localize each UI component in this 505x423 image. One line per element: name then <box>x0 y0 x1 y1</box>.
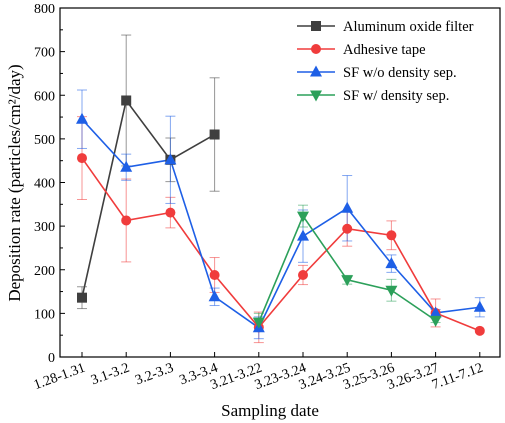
adhesive-tape-point <box>386 230 397 241</box>
series-markers <box>76 95 486 336</box>
sf-w-o-density-sep-point <box>341 201 354 213</box>
y-axis: 0 100 200 300 400 500 600 700 800 <box>34 2 65 366</box>
y-tick-label: 400 <box>34 177 55 192</box>
sf-w-o-density-sep-legend-label: SF w/o density sep. <box>343 65 457 81</box>
adhesive-tape-point <box>209 269 220 280</box>
sf-w-density-sep-legend-marker <box>310 90 322 102</box>
sf-w-o-density-sep-point <box>473 300 486 312</box>
y-tick-label: 300 <box>34 220 55 235</box>
y-tick-label: 600 <box>34 89 55 104</box>
sf-w-o-density-sep-point <box>76 112 88 124</box>
sf-w-o-density-sep-point <box>208 290 221 302</box>
y-axis-title: Deposition rate (particles/cm²/day) <box>5 64 24 301</box>
sf-w-density-sep-point <box>297 211 309 223</box>
aluminum-oxide-filter-point <box>121 95 132 106</box>
error-bars <box>77 34 485 344</box>
adhesive-tape-point <box>77 153 87 164</box>
sf-w-o-density-sep-point <box>429 306 442 318</box>
adhesive-tape-point <box>474 325 485 336</box>
aluminum-oxide-filter-legend-label: Aluminum oxide filter <box>343 19 474 35</box>
adhesive-tape-point <box>298 269 308 280</box>
sf-w-o-density-sep-point <box>385 257 398 269</box>
x-tick-label: 3.2-3.3 <box>133 361 175 389</box>
sf-w-density-sep-point <box>429 315 442 327</box>
adhesive-tape-point <box>165 207 176 218</box>
y-tick-label: 800 <box>34 2 55 17</box>
x-axis-title: Sampling date <box>221 401 319 420</box>
y-tick-label: 100 <box>34 307 55 322</box>
adhesive-tape-point <box>342 223 353 234</box>
aluminum-oxide-filter-legend-marker <box>311 21 321 31</box>
adhesive-tape-legend-marker <box>311 44 321 54</box>
y-tick-label: 0 <box>48 351 55 366</box>
sf-w-o-density-sep-point <box>120 160 133 172</box>
sf-w-density-sep-point <box>341 275 354 287</box>
sf-w-density-sep-point <box>385 285 398 297</box>
series-lines <box>81 98 481 332</box>
sf-w-o-density-sep-legend-marker <box>310 65 322 77</box>
sf-w-o-density-sep-line <box>81 118 480 329</box>
x-tick-label: 3.1-3.2 <box>89 361 131 389</box>
aluminum-oxide-filter-point <box>209 129 220 140</box>
x-axis: 1.28-1.31 3.1-3.2 3.2-3.3 3.3-3.43.21-3.223… <box>32 352 485 393</box>
sf-w-o-density-sep-point <box>164 153 177 165</box>
y-tick-label: 200 <box>34 264 55 279</box>
x-tick-label: 1.28-1.31 <box>32 361 88 393</box>
adhesive-tape-point <box>121 215 132 226</box>
x-tick-label: 7.11-7.12 <box>430 361 485 393</box>
aluminum-oxide-filter-line <box>81 98 215 298</box>
y-tick-label: 700 <box>34 46 55 61</box>
y-tick-label: 500 <box>34 133 55 148</box>
sf-w-density-sep-point <box>252 317 265 329</box>
sf-w-o-density-sep-point <box>297 229 309 241</box>
sf-w-density-sep-legend-label: SF w/ density sep. <box>343 88 449 104</box>
legend: Aluminum oxide filter Adhesive tape SF w/o… <box>297 19 474 104</box>
aluminum-oxide-filter-point <box>77 292 87 303</box>
adhesive-tape-line <box>81 157 481 332</box>
adhesive-tape-legend-label: Adhesive tape <box>343 42 426 58</box>
